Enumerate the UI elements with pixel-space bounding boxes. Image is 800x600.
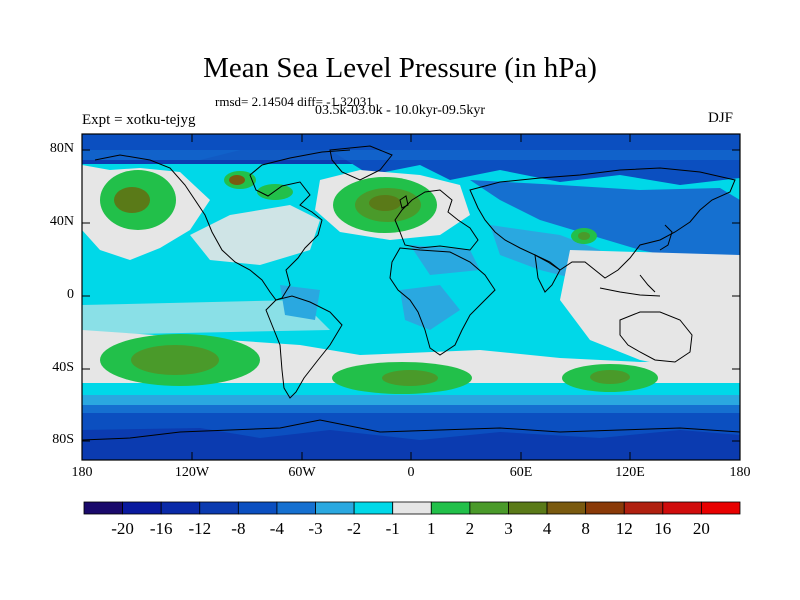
coast-north-america [94, 149, 351, 301]
coast-uk [399, 195, 409, 209]
coast-antarctica [82, 419, 740, 441]
field-sahara-blue [410, 245, 480, 275]
high-hudson [257, 184, 293, 200]
high-canada-core [229, 175, 245, 185]
coast-south-america [265, 295, 343, 399]
coast-indonesia [599, 287, 661, 297]
field-arctic-band [82, 150, 740, 160]
experiment-label: Expt = xotku-tejyg [82, 112, 196, 128]
coast-japan [659, 224, 673, 251]
colorbar-swatch [585, 501, 625, 515]
colorbar-swatch [199, 501, 239, 515]
colorbar-swatch [392, 501, 432, 515]
colorbar-swatch [508, 501, 548, 515]
high-natl-core [369, 195, 401, 211]
coast-asia [469, 167, 736, 279]
colorbar-swatch [83, 501, 123, 515]
high-tibet-core [578, 232, 590, 240]
lon-label-120e: 120E [615, 465, 645, 480]
colorbar-label: 1 [427, 519, 436, 538]
colorbar-label: 16 [654, 519, 672, 538]
colorbar-label: 4 [542, 519, 552, 538]
colorbar-label: -12 [188, 519, 212, 538]
high-spac-mid [131, 345, 219, 375]
field-epac-white [82, 300, 330, 335]
field-africa-blue [400, 285, 460, 330]
colorbar-label: 20 [692, 519, 710, 538]
coast-india [534, 254, 561, 293]
lon-label-0: 0 [407, 465, 415, 480]
colorbar-swatch [122, 501, 162, 515]
colorbar-swatch [353, 501, 394, 515]
colorbar [83, 501, 741, 515]
lat-label-40n: 40N [49, 214, 74, 229]
coast-europe [394, 189, 479, 251]
season-label: DJF [708, 110, 734, 126]
colorbar-label: 3 [504, 519, 513, 538]
colorbar-label: -20 [111, 519, 134, 538]
colorbar-swatch [546, 501, 587, 515]
coast-philippines [639, 274, 656, 293]
colorbar-label: 8 [581, 519, 590, 538]
colorbar-label: -2 [347, 519, 362, 538]
lat-label-80n: 80N [49, 141, 74, 156]
colorbar-label: -4 [269, 519, 284, 538]
colorbar-label: -16 [149, 519, 173, 538]
colorbar-label: -3 [308, 519, 323, 538]
field-asia-blue [470, 180, 740, 262]
colorbar-swatch [160, 501, 201, 515]
colorbar-swatch [701, 501, 741, 515]
field-antarctic-dark [82, 428, 740, 460]
period-text: 03.5k-03.0k - 10.0kyr-09.5kyr [314, 103, 486, 118]
lat-label-40s: 40S [52, 360, 74, 375]
map-field [82, 134, 740, 460]
lon-label-180w: 180 [71, 465, 93, 480]
colorbar-label: 2 [465, 519, 475, 538]
lon-label-180e: 180 [729, 465, 751, 480]
colorbar-label: 12 [615, 519, 633, 538]
high-sio-core [590, 370, 630, 384]
lon-label-60e: 60E [509, 465, 533, 480]
colorbar-swatch [276, 501, 316, 515]
colorbar-label: -1 [385, 519, 400, 538]
lon-label-60w: 60W [288, 465, 316, 480]
stats-text: rmsd= 2.14504 diff= -1.32031 [215, 94, 373, 109]
colorbar-swatch [623, 501, 664, 515]
colorbar-swatch [430, 501, 471, 515]
field-so-lightblue [82, 395, 740, 407]
coast-australia [619, 311, 693, 363]
colorbar-swatch [469, 501, 509, 515]
colorbar-label: -8 [231, 519, 246, 538]
chart-title: Mean Sea Level Pressure (in hPa) [203, 52, 597, 84]
lon-label-120w: 120W [174, 465, 210, 480]
field-so-blue [82, 405, 740, 415]
coast-greenland [329, 145, 393, 181]
field-wpac-white [560, 250, 740, 380]
high-npac-core [114, 187, 150, 213]
coastlines [82, 145, 740, 441]
axis-ticks [81, 134, 741, 460]
field-samer-blue [280, 285, 320, 320]
colorbar-swatch [315, 501, 355, 515]
coast-africa [389, 247, 496, 356]
lat-label-80s: 80S [52, 432, 74, 447]
high-satl-core [382, 370, 438, 386]
lat-label-0: 0 [67, 287, 74, 302]
colorbar-swatch [237, 501, 278, 515]
colorbar-swatch [662, 501, 702, 515]
